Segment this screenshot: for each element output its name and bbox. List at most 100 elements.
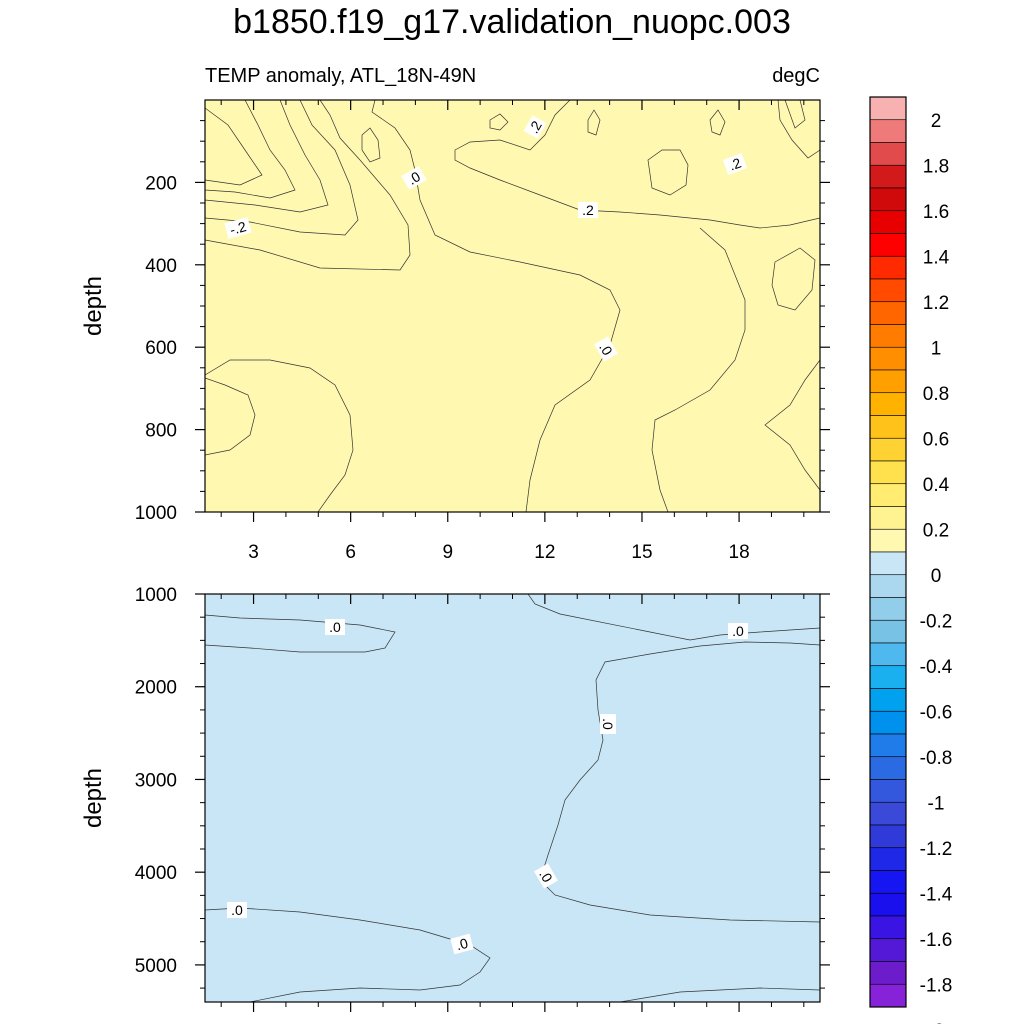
fill-pos-0-2-patch-b bbox=[587, 109, 601, 136]
fill-neg-0-2 bbox=[205, 594, 820, 1002]
y-tick-label: 5000 bbox=[135, 956, 177, 977]
colorbar-label: -1.4 bbox=[920, 884, 953, 905]
colorbar-swatch bbox=[869, 324, 907, 348]
colorbar-label: -0.4 bbox=[920, 657, 953, 678]
colorbar-swatch bbox=[869, 665, 907, 689]
colorbar-swatch bbox=[869, 619, 907, 644]
x-tick-label: 9 bbox=[442, 542, 453, 563]
y-tick-label: 1000 bbox=[135, 585, 177, 606]
contour-label: .2 bbox=[727, 154, 744, 173]
top-ticks: 3 6 9 12 15 18 200 400 600 800 1000 bbox=[135, 100, 830, 563]
fill-pos-0-2-right bbox=[539, 641, 820, 923]
contour-label: .0 bbox=[231, 902, 243, 918]
colorbar-label: 1.2 bbox=[923, 293, 949, 314]
colorbar-label: 0.6 bbox=[923, 429, 949, 450]
fill-pos-0-2-bottom-right bbox=[619, 987, 820, 1002]
colorbar-swatch bbox=[869, 346, 907, 371]
y-tick-label: 200 bbox=[145, 173, 177, 194]
contour-label: .0 bbox=[600, 718, 616, 730]
colorbar-label: 1 bbox=[931, 338, 942, 359]
fill-pos-0-2 bbox=[205, 100, 820, 512]
fill-neg-2-4 bbox=[205, 100, 411, 271]
colorbar-swatch bbox=[869, 938, 907, 962]
colorbar-swatch bbox=[869, 528, 907, 553]
bottom-ticks: 1000 2000 3000 4000 5000 bbox=[135, 585, 830, 1012]
fill-pos-0-2-left-lobe bbox=[205, 377, 256, 456]
colorbar-label: -2 bbox=[928, 1021, 945, 1024]
y-tick-label: 800 bbox=[145, 421, 177, 442]
colorbar-label: 0.4 bbox=[923, 475, 950, 496]
contour-label: -.2 bbox=[228, 218, 248, 238]
colorbar-swatch bbox=[869, 96, 907, 121]
colorbar: 2 1.8 1.6 1.4 1.2 1 0.8 0.6 0.4 0.2 0 -0.2 -0.4 -0.6 -… bbox=[869, 96, 953, 1024]
colorbar-label: 0.8 bbox=[923, 384, 949, 405]
y-tick-label: 400 bbox=[145, 256, 177, 277]
colorbar-swatch bbox=[869, 506, 907, 530]
contour-label: .0 bbox=[329, 619, 341, 635]
contour-label: .0 bbox=[732, 623, 744, 639]
colorbar-label: 1.6 bbox=[923, 202, 949, 223]
colorbar-swatch bbox=[869, 369, 907, 394]
colorbar-swatch bbox=[869, 642, 907, 667]
colorbar-swatch bbox=[869, 983, 907, 1008]
bottom-panel bbox=[205, 594, 820, 1002]
bottom-y-axis-label: depth bbox=[80, 768, 107, 828]
fill-neg-0-2-topright bbox=[777, 100, 820, 159]
fill-neg-6-8 bbox=[205, 100, 329, 213]
fill-neg-0-2-pocket bbox=[361, 127, 381, 163]
colorbar-swatch bbox=[869, 551, 907, 576]
x-tick-label: 3 bbox=[248, 542, 259, 563]
units-subtitle: degC bbox=[772, 65, 820, 87]
bottom-contour-labels: .0 .0 .0 .0 .0 .0 bbox=[227, 619, 748, 955]
colorbar-swatch bbox=[869, 961, 907, 985]
colorbar-swatch bbox=[869, 688, 907, 712]
colorbar-label: 0.2 bbox=[923, 520, 949, 541]
fill-pos-0-2-top-strip bbox=[527, 594, 820, 641]
colorbar-swatch bbox=[869, 801, 907, 826]
colorbar-swatch bbox=[869, 415, 907, 439]
colorbar-swatch bbox=[869, 142, 907, 166]
top-panel bbox=[205, 100, 820, 512]
colorbar-swatch bbox=[869, 597, 907, 621]
fill-neg-10-12 bbox=[205, 107, 263, 186]
colorbar-swatch bbox=[869, 460, 907, 485]
colorbar-swatch bbox=[869, 437, 907, 462]
fill-pos-0-2-lens bbox=[205, 614, 396, 653]
fill-neg-8-10 bbox=[205, 100, 296, 199]
fill-pos-0-2-patch-a bbox=[489, 113, 509, 131]
colorbar-label: -1.8 bbox=[920, 975, 953, 996]
contour-label: .0 bbox=[454, 935, 470, 954]
colorbar-swatch bbox=[869, 233, 907, 257]
y-tick-label: 4000 bbox=[135, 863, 177, 884]
y-tick-label: 3000 bbox=[135, 770, 177, 791]
colorbar-swatch bbox=[869, 847, 907, 871]
colorbar-label: -1 bbox=[928, 793, 945, 814]
y-tick-label: 2000 bbox=[135, 678, 177, 699]
colorbar-swatch bbox=[869, 164, 907, 189]
colorbar-label: -1.6 bbox=[920, 930, 953, 951]
colorbar-swatch bbox=[869, 870, 907, 894]
top-y-axis-label: depth bbox=[80, 276, 107, 336]
x-tick-label: 12 bbox=[534, 542, 555, 563]
fill-pos-0-2-patch-d bbox=[771, 247, 816, 311]
colorbar-swatch bbox=[869, 733, 907, 758]
fill-pos-2-4 bbox=[454, 100, 820, 229]
colorbar-swatch bbox=[869, 255, 907, 280]
left-subtitle: TEMP anomaly, ATL_18N-49N bbox=[205, 65, 476, 87]
colorbar-label: 1.4 bbox=[923, 247, 950, 268]
x-tick-label: 6 bbox=[345, 542, 356, 563]
top-contour-labels: .2 .2 .2 .0 -.2 .0 bbox=[224, 115, 748, 362]
x-tick-label: 15 bbox=[631, 542, 652, 563]
colorbar-swatch bbox=[869, 483, 907, 507]
colorbar-swatch bbox=[869, 187, 907, 212]
colorbar-label: -0.8 bbox=[920, 748, 953, 769]
colorbar-label: -0.2 bbox=[920, 611, 953, 632]
colorbar-label: 2 bbox=[931, 111, 942, 132]
colorbar-label: -1.2 bbox=[920, 839, 953, 860]
contour-label: .2 bbox=[582, 202, 594, 218]
fill-neg-0-2 bbox=[205, 100, 621, 512]
colorbar-swatch bbox=[869, 119, 907, 143]
fill-neg-2-4-topright bbox=[784, 100, 806, 129]
x-tick-label: 18 bbox=[729, 542, 750, 563]
